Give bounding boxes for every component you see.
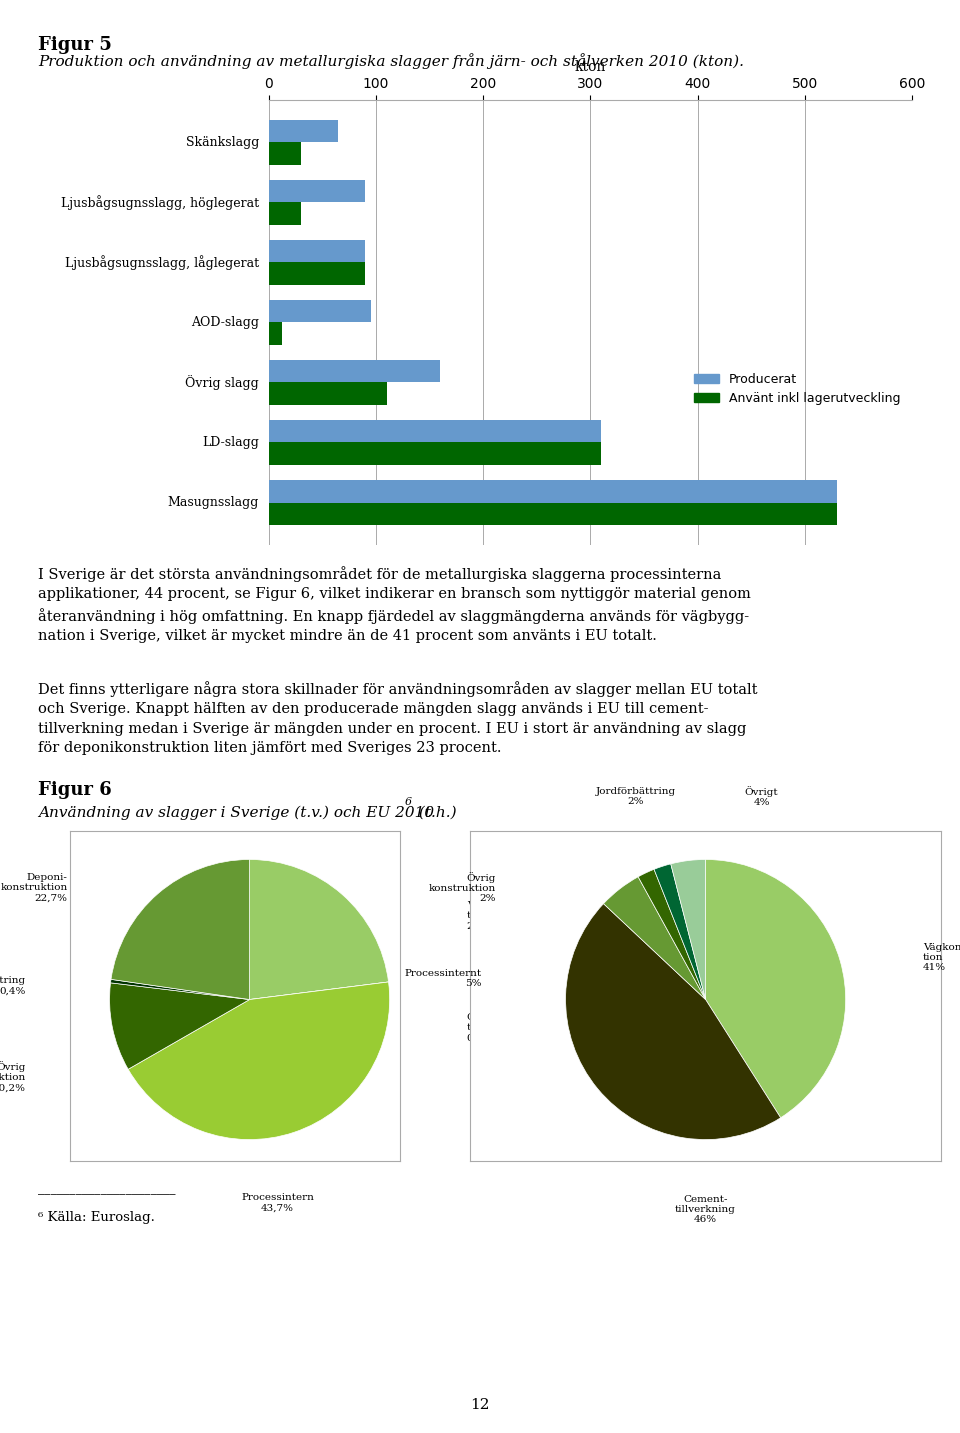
Wedge shape (638, 870, 706, 1000)
Text: Vägkonstruk-
tion
41%: Vägkonstruk- tion 41% (923, 943, 960, 973)
Text: Processintern
43,7%: Processintern 43,7% (241, 1192, 314, 1212)
Wedge shape (250, 860, 389, 1000)
Text: Jordförbättring
2%: Jordförbättring 2% (595, 787, 676, 807)
Text: Skänkslagg: Skänkslagg (186, 136, 259, 149)
Bar (269, 480, 837, 503)
Text: Figur 6: Figur 6 (38, 781, 112, 800)
Bar (269, 119, 339, 142)
Bar (269, 179, 365, 202)
Text: I Sverige är det största användningsområdet för de metallurgiska slaggerna proce: I Sverige är det största användningsområ… (38, 566, 752, 643)
Text: Övrigt
4%: Övrigt 4% (745, 785, 779, 807)
Text: Jordförbättring
0,4%: Jordförbättring 0,4% (0, 976, 26, 995)
Wedge shape (706, 860, 846, 1118)
Bar (269, 239, 365, 262)
Text: Processinternt
5%: Processinternt 5% (404, 969, 482, 989)
Text: Vägkonstruk-
tion
23,0%: Vägkonstruk- tion 23,0% (467, 900, 536, 930)
Bar (269, 262, 365, 285)
Wedge shape (565, 904, 780, 1139)
Bar (269, 503, 837, 526)
Text: Övrig
konstruktion
10,2%: Övrig konstruktion 10,2% (0, 1060, 26, 1092)
Wedge shape (111, 860, 250, 1000)
Bar (269, 142, 301, 165)
Wedge shape (604, 877, 706, 1000)
Bar (269, 360, 441, 383)
Text: 6: 6 (405, 797, 412, 807)
Text: Det finns ytterligare några stora skillnader för användningsområden av slagger m: Det finns ytterligare några stora skilln… (38, 681, 757, 755)
Wedge shape (110, 979, 250, 1000)
Text: Övrig slagg: Övrig slagg (185, 375, 259, 390)
Wedge shape (109, 983, 250, 1069)
Text: Användning av slagger i Sverige (t.v.) och EU 2010: Användning av slagger i Sverige (t.v.) o… (38, 805, 435, 820)
Bar (269, 299, 371, 322)
Wedge shape (129, 982, 390, 1139)
X-axis label: kton: kton (575, 60, 606, 75)
Bar (269, 420, 601, 443)
Wedge shape (654, 864, 706, 1000)
Bar (269, 443, 601, 466)
Bar (269, 202, 301, 225)
Text: LD-slagg: LD-slagg (203, 436, 259, 449)
Text: (t.h.): (t.h.) (414, 805, 456, 820)
Text: Cement-
tillverkning
46%: Cement- tillverkning 46% (675, 1195, 736, 1224)
Wedge shape (250, 982, 389, 1000)
Text: Ljusbågsugnsslagg, höglegerat: Ljusbågsugnsslagg, höglegerat (61, 195, 259, 209)
Text: Produktion och användning av metallurgiska slagger från järn- och stålverken 201: Produktion och användning av metallurgis… (38, 53, 744, 69)
Text: Figur 5: Figur 5 (38, 36, 112, 54)
Text: 12: 12 (470, 1397, 490, 1412)
Text: Masugnsslagg: Masugnsslagg (168, 496, 259, 509)
Text: Ljusbågsugnsslagg, låglegerat: Ljusbågsugnsslagg, låglegerat (65, 255, 259, 269)
Text: Deponi-
konstruktion
22,7%: Deponi- konstruktion 22,7% (0, 873, 67, 903)
Text: AOD-slagg: AOD-slagg (191, 315, 259, 330)
Text: Cement-
tillverkning
0,0%: Cement- tillverkning 0,0% (467, 1013, 528, 1042)
Text: ⁶ Källa: Euroslag.: ⁶ Källa: Euroslag. (38, 1211, 156, 1224)
Bar (269, 383, 387, 406)
Text: ______________________: ______________________ (38, 1182, 176, 1195)
Legend: Producerat, Använt inkl lagerutveckling: Producerat, Använt inkl lagerutveckling (689, 368, 905, 410)
Bar (269, 322, 281, 345)
Wedge shape (671, 860, 706, 1000)
Text: Övrig
konstruktion
2%: Övrig konstruktion 2% (428, 871, 495, 903)
